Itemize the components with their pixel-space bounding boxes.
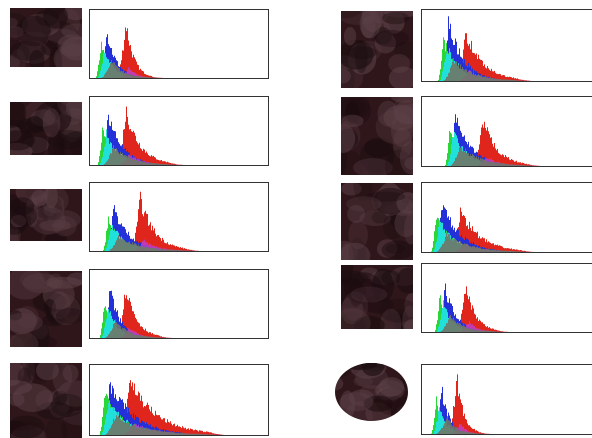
gray-channel — [422, 147, 592, 166]
sample-8-texture — [341, 183, 413, 260]
blue-channel — [422, 205, 592, 252]
blue-channel — [90, 382, 268, 435]
sample-6-texture — [341, 11, 413, 88]
red-channel — [422, 286, 592, 332]
red-channel — [90, 27, 268, 78]
gray-channel — [422, 58, 592, 81]
red-channel — [90, 106, 268, 165]
sample-6-histogram — [421, 9, 592, 82]
gray-channel — [422, 416, 592, 434]
gray-channel — [422, 233, 592, 252]
sample-8-histogram — [421, 182, 592, 253]
sample-5-texture — [10, 363, 82, 438]
blue-channel — [422, 16, 592, 81]
sample-10-texture — [334, 362, 409, 422]
green-channel — [422, 37, 592, 81]
sample-2-texture — [10, 102, 82, 155]
gray-channel — [90, 415, 268, 435]
sample-7-histogram — [421, 96, 592, 167]
gray-channel — [90, 235, 268, 251]
red-channel — [90, 294, 268, 338]
magenta-channel — [90, 67, 268, 78]
gray-channel — [90, 319, 268, 338]
sample-3-histogram — [89, 182, 269, 252]
sample-9-histogram — [421, 263, 592, 333]
cyan-channel — [422, 220, 592, 252]
sample-7-texture — [341, 97, 413, 175]
sample-4-texture — [10, 271, 82, 347]
sample-1-histogram — [89, 9, 269, 79]
gray-channel — [90, 146, 268, 165]
sample-10-histogram — [421, 364, 592, 435]
cyan-channel — [422, 48, 592, 81]
red-channel — [422, 374, 592, 434]
cyan-channel — [90, 225, 268, 251]
sample-3-texture — [10, 189, 82, 241]
sample-4-histogram — [89, 269, 269, 339]
cyan-channel — [422, 301, 592, 332]
gray-channel — [90, 60, 268, 78]
red-channel — [422, 121, 592, 166]
sample-1-texture — [10, 8, 82, 67]
sample-5-histogram — [89, 364, 269, 436]
gray-channel — [422, 314, 592, 332]
sample-2-histogram — [89, 96, 269, 166]
cyan-channel — [90, 309, 268, 338]
sample-9-texture — [341, 265, 413, 329]
